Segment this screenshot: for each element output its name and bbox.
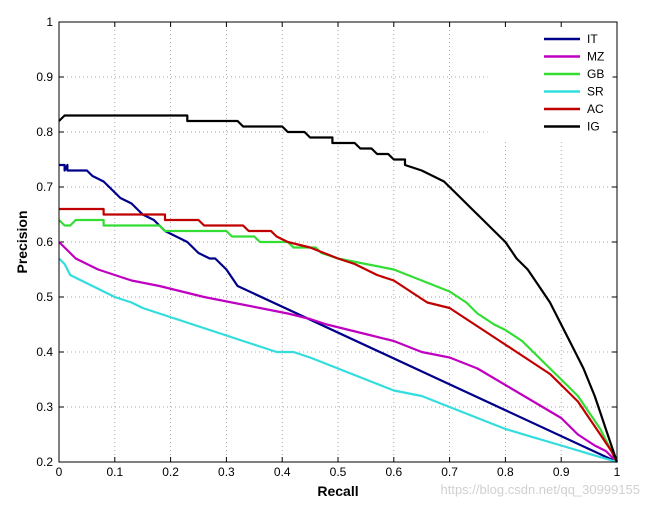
x-tick-label: 0.2 [162, 465, 179, 479]
legend-box [487, 27, 613, 140]
legend-label-mz: MZ [587, 50, 604, 64]
y-tick-label: 0.7 [36, 180, 53, 194]
x-tick-label: 0.9 [553, 465, 570, 479]
y-tick-label: 0.2 [36, 455, 53, 469]
series-line-ig [58, 114, 619, 463]
series-layer [58, 114, 619, 464]
watermark-text: https://blog.csdn.net/qq_30999155 [441, 482, 641, 497]
plot-frame [58, 21, 618, 463]
series-line-mz [58, 241, 618, 463]
legend: IT MZ GB SR AC IG [487, 27, 613, 140]
y-tick-label: 0.5 [36, 290, 53, 304]
legend-label-ig: IG [587, 120, 600, 134]
y-tick-label: 0.3 [36, 400, 53, 414]
series-line-gb [58, 218, 618, 463]
y-axis-label: Precision [14, 210, 30, 273]
y-tick-label: 1 [46, 15, 53, 29]
series-line-it [59, 163, 618, 463]
x-tick-label: 0.3 [218, 465, 235, 479]
y-tick-label: 0.6 [36, 235, 53, 249]
legend-label-gb: GB [587, 67, 604, 81]
x-tick-labels: 0 0.1 0.2 0.3 0.4 0.5 0.6 0.7 0.8 0.9 1 [56, 465, 621, 479]
y-tick-label: 0.8 [36, 125, 53, 139]
series-line-sr [58, 257, 618, 464]
legend-label-it: IT [587, 32, 598, 46]
y-tick-label: 0.9 [36, 70, 53, 84]
x-tick-label: 0.5 [330, 465, 347, 479]
x-tick-label: 0.8 [497, 465, 514, 479]
y-tick-label: 0.4 [36, 345, 53, 359]
x-tick-label: 0.1 [106, 465, 123, 479]
x-tick-label: 1 [614, 465, 621, 479]
x-tick-label: 0.7 [441, 465, 458, 479]
series-line-ac [59, 207, 618, 463]
x-axis-label: Recall [317, 483, 358, 499]
x-tick-label: 0.4 [274, 465, 291, 479]
legend-label-sr: SR [587, 85, 604, 99]
x-tick-label: 0 [56, 465, 63, 479]
y-tick-labels: 0.2 0.3 0.4 0.5 0.6 0.7 0.8 0.9 1 [36, 15, 53, 469]
legend-label-ac: AC [587, 102, 604, 116]
x-tick-label: 0.6 [385, 465, 402, 479]
